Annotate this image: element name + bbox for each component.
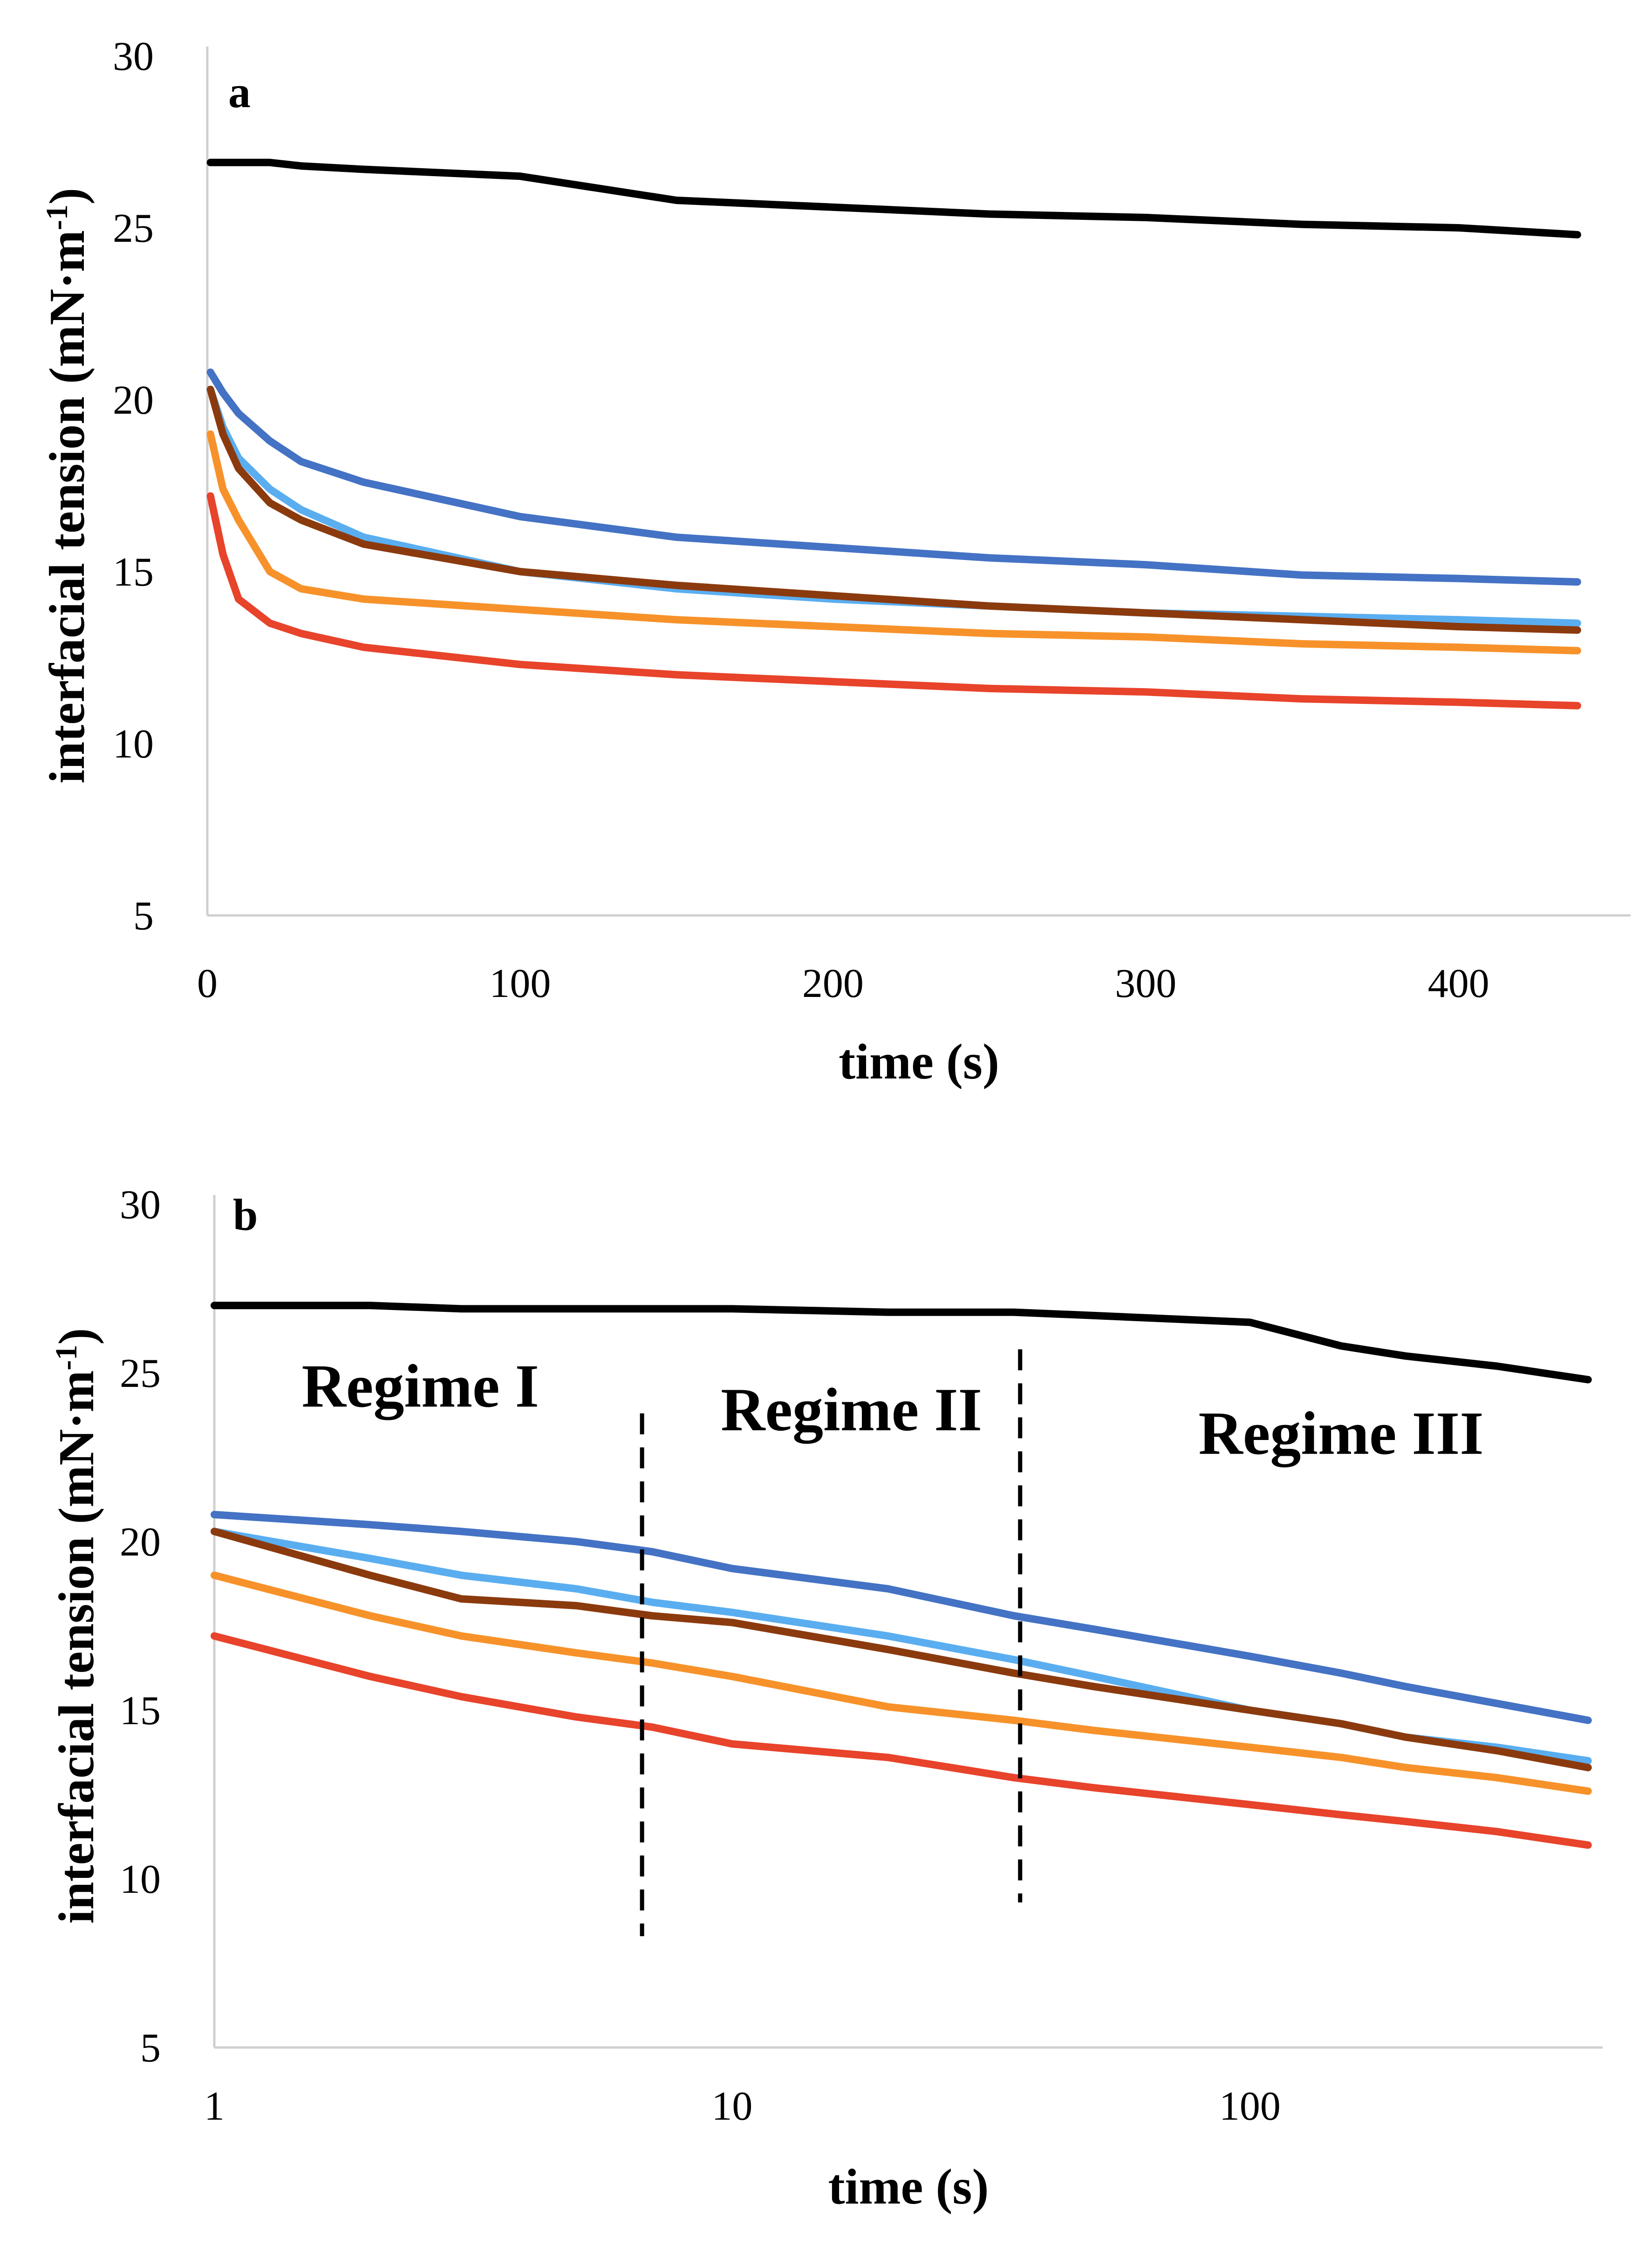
panel-label: b (233, 1190, 258, 1240)
x-axis-title: time (s) (828, 2159, 989, 2215)
series-line-5 (211, 1571, 1592, 1795)
series-line-1 (211, 1302, 1592, 1384)
y-tick-label: 30 (113, 34, 154, 79)
series-line-4 (211, 1528, 1592, 1772)
x-tick-label: 10 (711, 2084, 752, 2129)
series-line-6 (206, 492, 1581, 710)
x-tick-label: 100 (1219, 2084, 1281, 2129)
y-tick-label: 5 (133, 894, 154, 939)
y-tick-label: 20 (113, 378, 154, 423)
y-axis-title: interfacial tension (mN·m-1) (49, 1328, 104, 1924)
regime-label: Regime III (1198, 1399, 1483, 1467)
y-tick-label: 15 (113, 550, 154, 595)
regime-label: Regime I (302, 1351, 539, 1420)
x-tick-label: 0 (197, 961, 218, 1006)
y-tick-label: 10 (113, 722, 154, 767)
y-tick-label: 30 (120, 1182, 161, 1228)
y-axis-title: interfacial tension (mN·m-1) (40, 188, 95, 784)
x-tick-label: 100 (489, 961, 551, 1006)
regime-label: Regime II (721, 1375, 982, 1444)
series-line-3 (211, 1528, 1592, 1765)
y-tick-label: 25 (120, 1351, 161, 1396)
series-line-1 (206, 158, 1581, 239)
series-line-5 (206, 430, 1581, 655)
y-tick-label: 5 (140, 2026, 161, 2071)
x-tick-label: 300 (1115, 961, 1176, 1006)
x-axis-title: time (s) (839, 1034, 999, 1090)
y-tick-label: 20 (120, 1520, 161, 1565)
panel-label: a (228, 67, 251, 117)
y-tick-label: 25 (113, 206, 154, 251)
series-line-6 (211, 1632, 1592, 1849)
panel-b: 5 10 15 20 25 30 1 10 100 time (s) interfacial ten… (49, 1182, 1603, 2215)
series-line-2 (211, 1511, 1592, 1724)
x-tick-label: 400 (1428, 961, 1489, 1006)
x-tick-label: 200 (802, 961, 864, 1006)
series-line-2 (206, 368, 1581, 586)
x-tick-label: 1 (204, 2084, 225, 2129)
y-tick-label: 10 (120, 1857, 161, 1902)
series-line-3 (206, 385, 1581, 627)
y-tick-label: 15 (120, 1688, 161, 1733)
series-line-4 (206, 385, 1581, 634)
